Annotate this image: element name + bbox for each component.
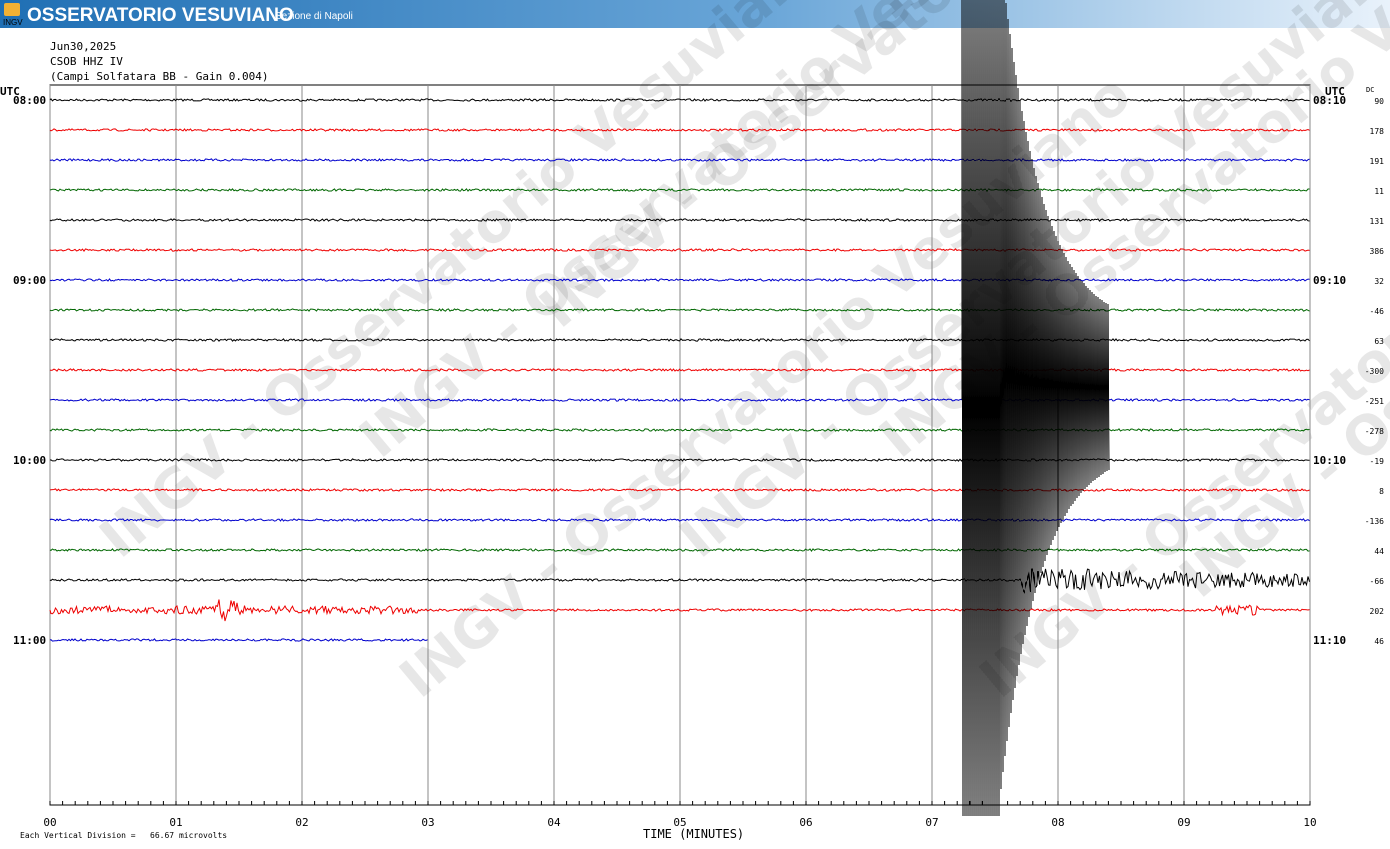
left-time: 11:00 [13,634,46,647]
dc-label: DC [1366,86,1374,94]
dc-value: 191 [1370,157,1385,166]
trace [49,248,1310,252]
traces [49,0,1310,817]
event-burst [961,0,1110,817]
dc-value: -19 [1370,457,1385,466]
x-axis-label: TIME (MINUTES) [643,827,744,841]
right-time: 11:10 [1313,634,1346,647]
dc-value: 386 [1370,247,1385,256]
right-time: 10:10 [1313,454,1346,467]
dc-value: 178 [1370,127,1385,136]
grid [49,85,1311,805]
dc-value: 11 [1374,187,1384,196]
header-subtitle: Sezione di Napoli [275,11,353,22]
trace [49,278,1310,282]
trace [49,488,1310,492]
dc-value: 8 [1379,487,1384,496]
trace [49,568,1310,595]
x-tick-label: 05 [673,816,686,829]
x-tick-label: 06 [799,816,812,829]
trace [49,188,1310,192]
dc-value: -66 [1370,577,1385,586]
date: Jun30,2025 [50,40,116,53]
logo-icon [4,3,20,16]
dc-value: 44 [1374,547,1384,556]
right-time: 09:10 [1313,274,1346,287]
description: (Campi Solfatara BB - Gain 0.004) [50,70,269,83]
x-tick-label: 01 [169,816,182,829]
x-tick-label: 07 [925,816,938,829]
trace [49,218,1310,222]
trace [49,158,1310,162]
left-utc-label: UTC [0,85,20,98]
dc-value: 90 [1374,97,1384,106]
trace [49,638,428,642]
dc-value: 46 [1374,637,1384,646]
footer-note: Each Vertical Division = 66.67 microvolt… [20,831,227,840]
trace [49,98,1310,102]
dc-value: -136 [1365,517,1384,526]
dc-value: 131 [1370,217,1385,226]
x-tick-label: 03 [421,816,434,829]
x-tick-label: 02 [295,816,308,829]
dc-value: -251 [1365,397,1384,406]
right-utc-label: UTC [1325,85,1345,98]
dc-value: 63 [1374,337,1384,346]
dc-value: -46 [1370,307,1385,316]
dc-value: 32 [1374,277,1384,286]
trace [49,599,1310,622]
dc-value: -278 [1365,427,1384,436]
labels: UTC UTC DC TIME (MINUTES) Each Vertical … [0,85,1384,841]
trace [49,548,1310,552]
left-time: 09:00 [13,274,46,287]
left-time: 10:00 [13,454,46,467]
logo-text: INGV [3,18,23,27]
x-tick-label: 08 [1051,816,1064,829]
x-tick-label: 09 [1177,816,1190,829]
header-bar [0,0,1390,28]
x-tick-label: 00 [43,816,56,829]
trace [49,128,1310,132]
dc-value: 202 [1370,607,1385,616]
x-tick-label: 10 [1303,816,1316,829]
x-tick-label: 04 [547,816,561,829]
header-title: OSSERVATORIO VESUVIANO [27,5,294,26]
right-time: 08:10 [1313,94,1346,107]
station: CSOB HHZ IV [50,55,123,68]
trace [49,518,1310,522]
left-time: 08:00 [13,94,46,107]
dc-value: -300 [1365,367,1384,376]
